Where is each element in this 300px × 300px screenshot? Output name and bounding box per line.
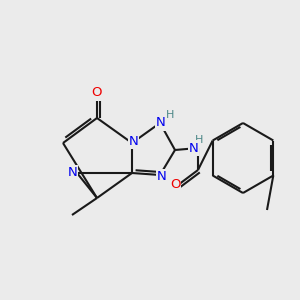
Text: O: O <box>92 86 102 100</box>
Text: N: N <box>129 135 138 148</box>
Text: N: N <box>68 167 77 179</box>
Text: N: N <box>189 142 198 154</box>
Text: H: H <box>194 135 203 145</box>
Text: N: N <box>157 170 166 183</box>
Text: H: H <box>165 110 174 121</box>
Text: N: N <box>156 116 166 130</box>
Text: O: O <box>170 178 180 191</box>
